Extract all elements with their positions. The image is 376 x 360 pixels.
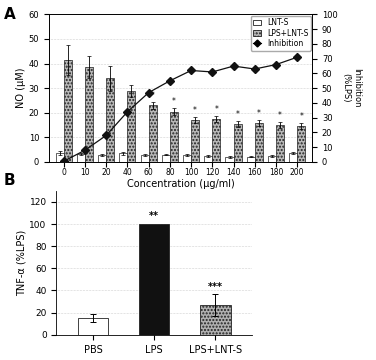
Bar	[226, 157, 233, 162]
Bar	[170, 112, 178, 162]
Bar	[212, 119, 220, 162]
Y-axis label: TNF-α (%LPS): TNF-α (%LPS)	[17, 230, 27, 296]
Bar	[247, 157, 255, 162]
Bar	[64, 60, 72, 162]
Text: *: *	[278, 111, 282, 120]
Bar	[98, 154, 106, 162]
Text: *: *	[151, 91, 155, 100]
Text: ***: ***	[208, 282, 223, 292]
Y-axis label: Inhibition
(%LPS): Inhibition (%LPS)	[342, 68, 361, 108]
Bar	[297, 126, 305, 162]
Bar	[162, 154, 170, 162]
Bar	[106, 78, 114, 162]
Text: B: B	[4, 173, 15, 188]
Text: *: *	[299, 112, 303, 121]
Bar	[77, 154, 85, 162]
Bar	[56, 153, 64, 162]
Text: *: *	[193, 106, 197, 115]
Bar	[268, 156, 276, 162]
Bar	[200, 305, 230, 335]
Text: **: **	[149, 211, 159, 221]
Bar	[204, 156, 212, 162]
X-axis label: Concentration (μg/ml): Concentration (μg/ml)	[127, 179, 234, 189]
Text: *: *	[257, 109, 261, 118]
Bar	[78, 318, 108, 335]
Bar	[141, 154, 149, 162]
Text: *: *	[172, 97, 176, 106]
Text: A: A	[4, 7, 15, 22]
Bar	[276, 125, 284, 162]
Bar	[183, 155, 191, 162]
Bar	[255, 123, 263, 162]
Bar	[149, 105, 157, 162]
Text: *: *	[236, 110, 240, 119]
Bar	[289, 153, 297, 162]
Bar	[127, 91, 135, 162]
Bar	[233, 124, 242, 162]
Y-axis label: NO (μM): NO (μM)	[16, 68, 26, 108]
Bar	[119, 153, 127, 162]
Bar	[139, 224, 170, 335]
Bar	[191, 120, 199, 162]
Legend: LNT-S, LPS+LNT-S, Inhibition: LNT-S, LPS+LNT-S, Inhibition	[251, 16, 311, 50]
Text: *: *	[214, 105, 218, 114]
Bar	[85, 67, 93, 162]
